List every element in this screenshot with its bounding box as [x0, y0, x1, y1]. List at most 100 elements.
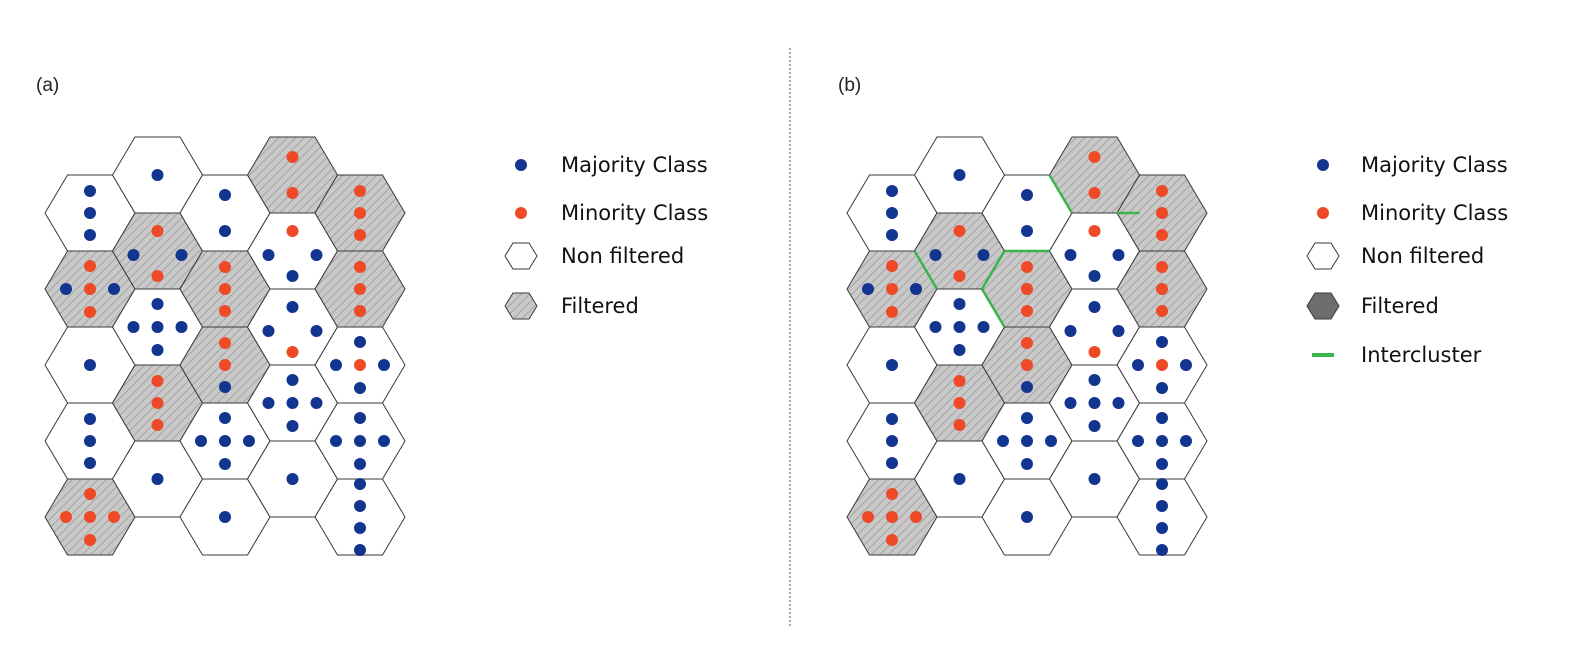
intercluster-edge — [980, 250, 1006, 290]
minority-point — [286, 225, 299, 237]
minority-point — [286, 346, 299, 358]
panel-label-a: (a) — [36, 75, 59, 96]
majority-point — [1156, 435, 1168, 447]
majority-point — [1021, 458, 1033, 470]
majority-point — [286, 420, 299, 432]
legend-label: Filtered — [1361, 294, 1439, 318]
hex-cell — [846, 250, 938, 328]
minority-point — [354, 261, 366, 273]
majority-point — [910, 283, 922, 295]
non-filtered-hexagon — [314, 478, 406, 556]
hex-grid-a — [44, 136, 406, 556]
hex-cell — [913, 288, 1006, 366]
majority-point — [219, 412, 231, 424]
hex-cell — [913, 364, 1006, 442]
minority-point — [84, 283, 96, 295]
majority-point — [354, 522, 366, 534]
panel-a: (a) Majority Class Minority Class Non filt… — [36, 75, 708, 556]
majority-point — [219, 435, 231, 447]
majority-point — [84, 413, 96, 425]
minority-point — [886, 306, 898, 318]
minority-swatch — [1317, 207, 1329, 219]
majority-point — [862, 283, 874, 295]
majority-point — [151, 321, 164, 333]
hex-cell — [179, 326, 271, 404]
majority-point — [286, 374, 299, 386]
minority-point — [219, 261, 231, 273]
hex-cell — [1048, 364, 1141, 442]
legend-label: Majority Class — [1361, 153, 1508, 177]
legend-label: Majority Class — [561, 153, 708, 177]
minority-point — [84, 511, 96, 523]
majority-point — [1112, 249, 1125, 261]
majority-point — [886, 359, 898, 371]
majority-point — [84, 207, 96, 219]
majority-point — [1021, 435, 1033, 447]
legend-item-majority: Majority Class — [515, 153, 708, 177]
legend-label: Filtered — [561, 294, 639, 318]
majority-point — [286, 270, 299, 282]
majority-point — [1156, 382, 1168, 394]
intercluster-lines — [913, 174, 1140, 328]
minority-point — [151, 397, 164, 409]
majority-point — [1088, 473, 1101, 485]
majority-point — [354, 500, 366, 512]
minority-swatch — [515, 207, 527, 219]
majority-point — [262, 249, 275, 261]
majority-point — [886, 435, 898, 447]
hex-cell — [111, 288, 204, 366]
minority-point — [1021, 359, 1033, 371]
majority-point — [977, 249, 990, 261]
legend-item-filtered-solid: Filtered — [1306, 292, 1439, 320]
majority-point — [354, 336, 366, 348]
hex-cell — [314, 326, 406, 404]
majority-point — [1132, 435, 1144, 447]
majority-point — [1132, 359, 1144, 371]
legend-item-minority: Minority Class — [1317, 201, 1508, 225]
legend-item-minority: Minority Class — [515, 201, 708, 225]
majority-point — [886, 229, 898, 241]
minority-point — [1021, 283, 1033, 295]
minority-point — [1156, 261, 1168, 273]
legend-item-non-filtered: Non filtered — [504, 242, 684, 270]
majority-point — [195, 435, 207, 447]
legend-b: Majority Class Minority Class Non filtered… — [1306, 153, 1508, 367]
majority-point — [1112, 397, 1125, 409]
panel-b: (b) Majority Class Minority Class Non filt… — [838, 75, 1508, 556]
legend-item-filtered-hatched: Filtered — [504, 292, 639, 320]
hex-cell — [246, 136, 339, 214]
minority-point — [1088, 187, 1101, 199]
intercluster-edge — [980, 288, 1006, 328]
legend-label: Non filtered — [561, 244, 684, 268]
hex-cell — [1116, 326, 1208, 404]
minority-point — [862, 511, 874, 523]
minority-point — [953, 375, 966, 387]
minority-point — [286, 151, 299, 163]
majority-point — [1088, 374, 1101, 386]
hex-cell — [44, 478, 136, 556]
minority-point — [84, 488, 96, 500]
legend-label: Minority Class — [561, 201, 708, 225]
legend-label: Intercluster — [1361, 343, 1482, 367]
majority-point — [243, 435, 255, 447]
majority-point — [84, 359, 96, 371]
legend-item-non-filtered: Non filtered — [1306, 242, 1484, 270]
hex-cell — [1116, 402, 1208, 480]
majority-point — [354, 478, 366, 490]
legend-item-majority: Majority Class — [1317, 153, 1508, 177]
non-filtered-swatch — [504, 242, 538, 270]
minority-point — [354, 305, 366, 317]
majority-point — [354, 435, 366, 447]
minority-point — [953, 419, 966, 431]
majority-point — [1156, 458, 1168, 470]
majority-point — [1021, 511, 1033, 523]
majority-point — [151, 344, 164, 356]
legend-label: Non filtered — [1361, 244, 1484, 268]
hex-cell — [314, 402, 406, 480]
minority-point — [219, 305, 231, 317]
majority-point — [378, 435, 390, 447]
hex-cell — [179, 174, 271, 252]
majority-point — [1156, 478, 1168, 490]
majority-point — [310, 249, 323, 261]
majority-point — [354, 412, 366, 424]
